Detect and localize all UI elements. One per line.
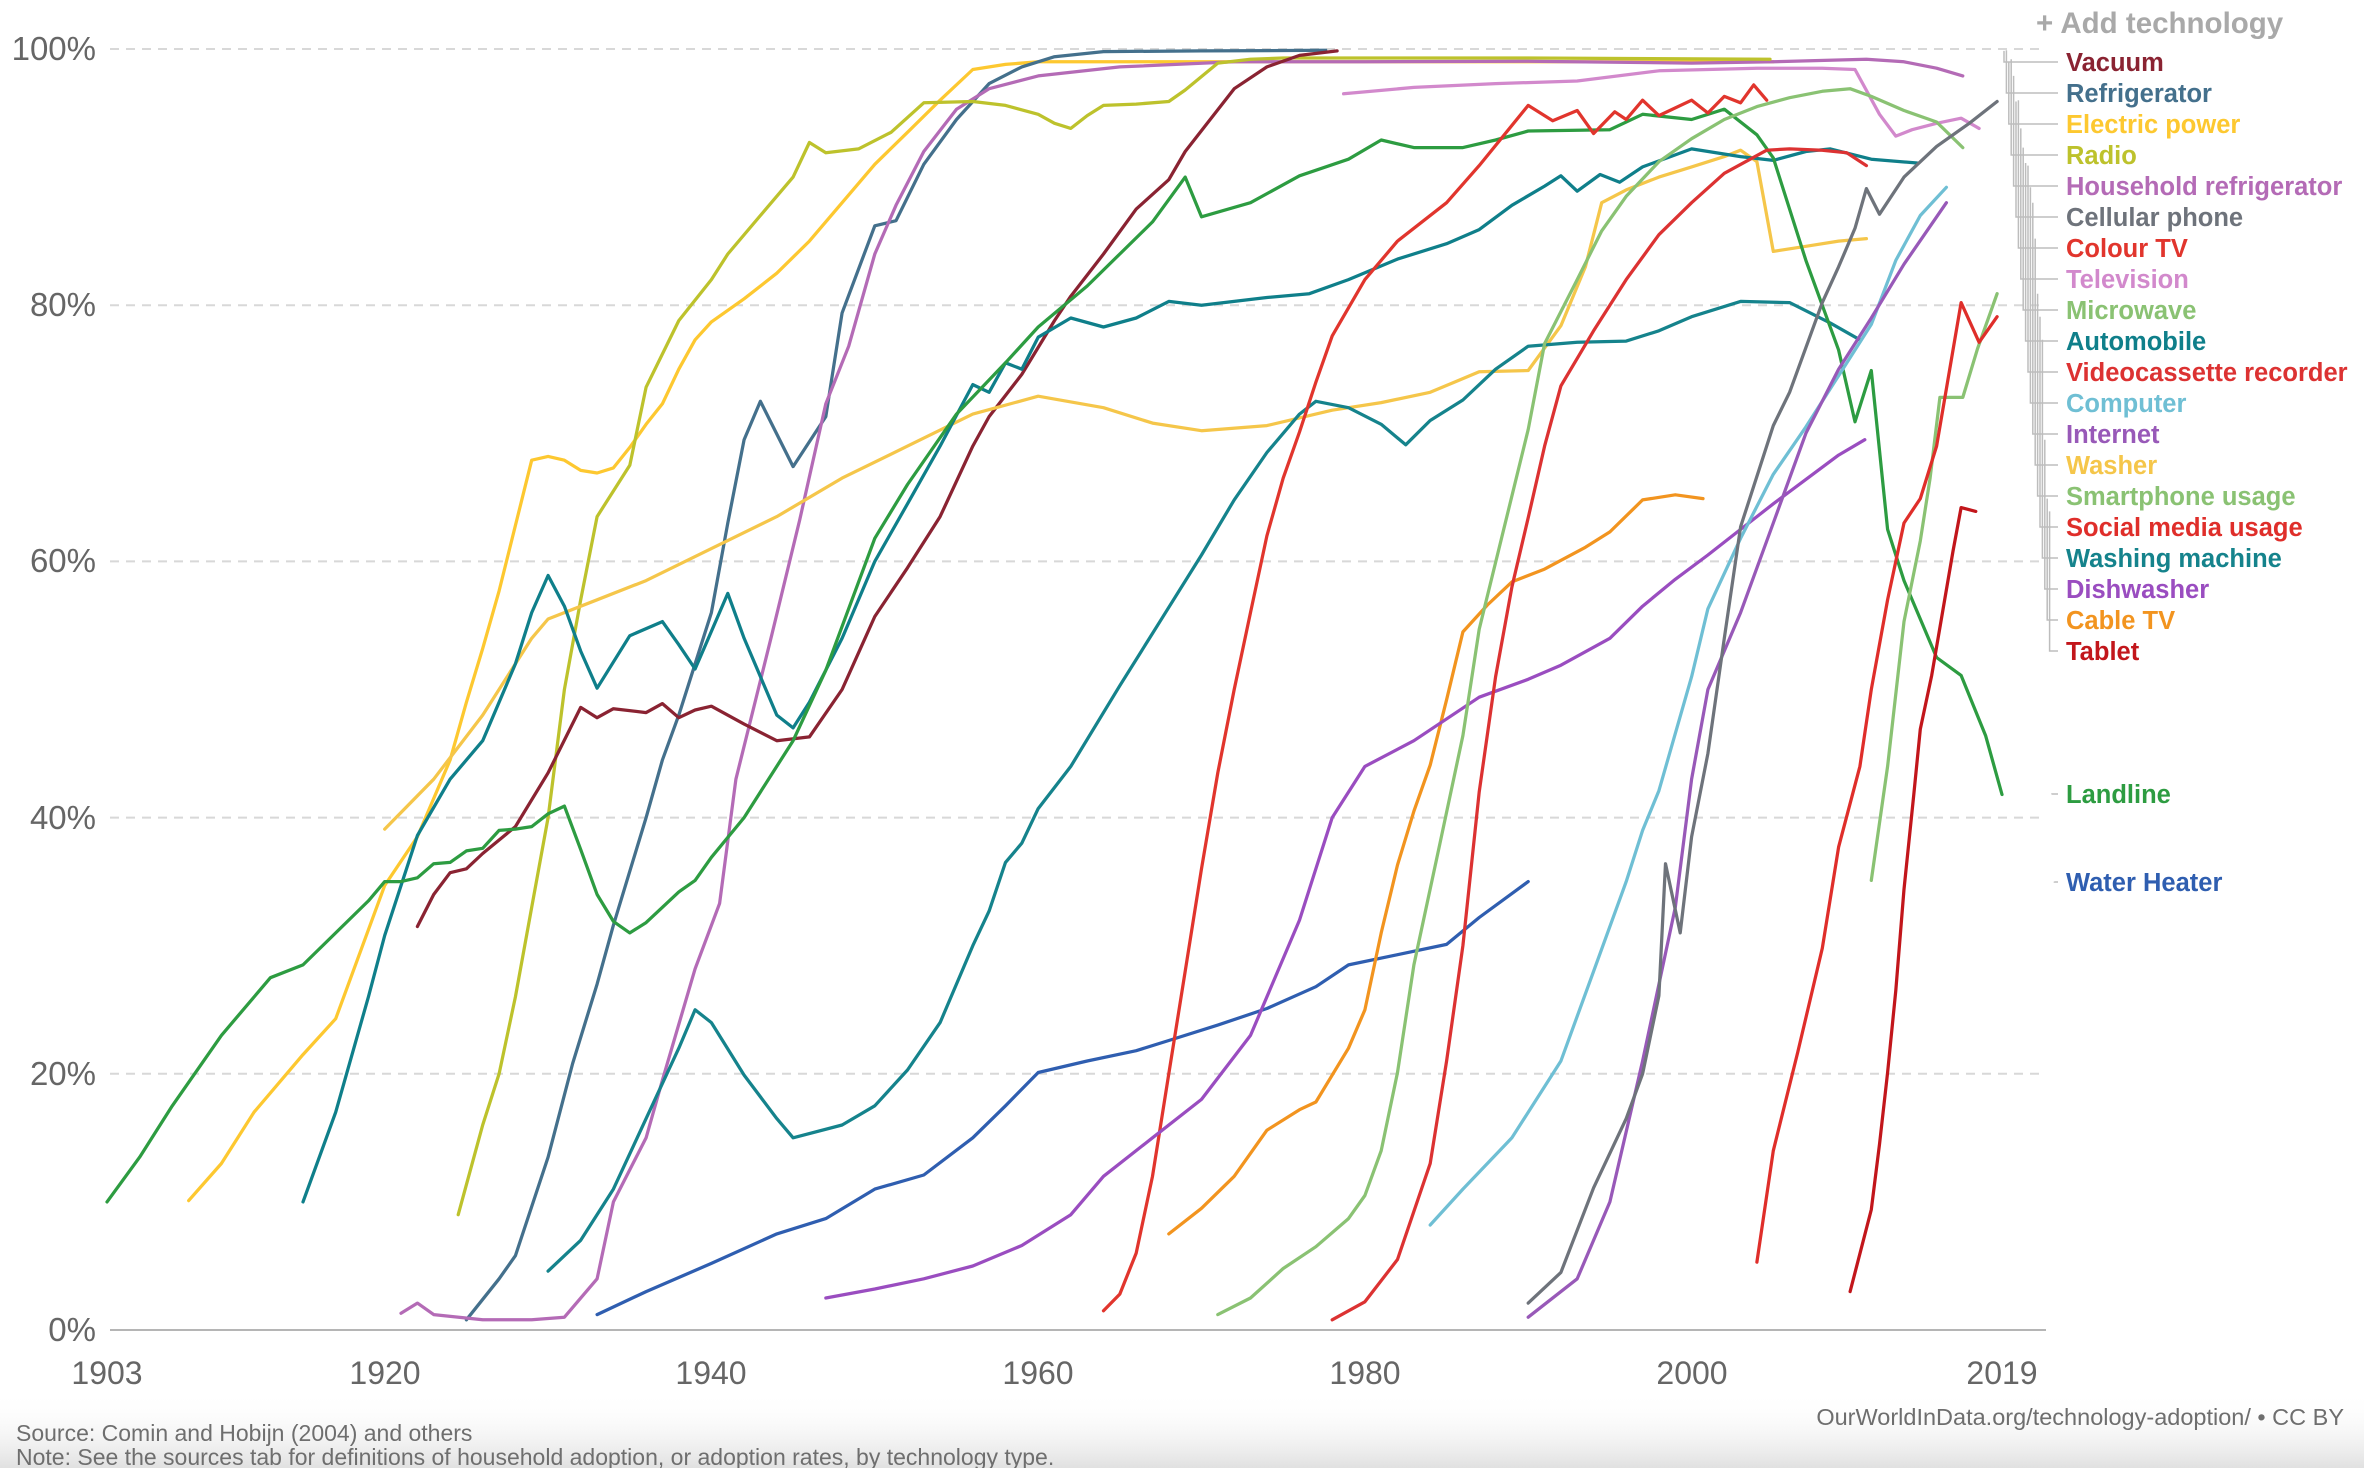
svg-text:1903: 1903 <box>71 1355 142 1391</box>
svg-text:Source: Comin and Hobijn (2004: Source: Comin and Hobijn (2004) and othe… <box>16 1420 472 1446</box>
svg-text:Radio: Radio <box>2066 142 2137 170</box>
svg-text:Electric power: Electric power <box>2066 111 2240 139</box>
svg-text:1960: 1960 <box>1002 1355 1073 1391</box>
svg-text:+ Add technology: + Add technology <box>2036 7 2284 40</box>
svg-text:2019: 2019 <box>1966 1355 2037 1391</box>
svg-text:Television: Television <box>2066 266 2189 294</box>
svg-text:Internet: Internet <box>2066 421 2160 449</box>
svg-text:Social media usage: Social media usage <box>2066 514 2303 542</box>
svg-text:Colour TV: Colour TV <box>2066 235 2188 263</box>
svg-text:20%: 20% <box>30 1055 96 1092</box>
svg-text:100%: 100% <box>12 30 96 67</box>
svg-text:1920: 1920 <box>349 1355 420 1391</box>
svg-text:Tablet: Tablet <box>2066 638 2140 666</box>
svg-text:Cable TV: Cable TV <box>2066 607 2175 635</box>
svg-text:Videocassette recorder: Videocassette recorder <box>2066 359 2348 387</box>
svg-text:OurWorldInData.org/technology-: OurWorldInData.org/technology-adoption/ … <box>1816 1404 2344 1430</box>
svg-text:Vacuum: Vacuum <box>2066 49 2164 77</box>
svg-text:Washing machine: Washing machine <box>2066 545 2282 573</box>
svg-text:2000: 2000 <box>1656 1355 1727 1391</box>
svg-text:Landline: Landline <box>2066 781 2171 809</box>
svg-text:Microwave: Microwave <box>2066 297 2196 325</box>
svg-text:Note: See the sources tab for: Note: See the sources tab for definition… <box>16 1444 1054 1468</box>
svg-text:0%: 0% <box>48 1311 96 1348</box>
svg-text:Cellular phone: Cellular phone <box>2066 204 2243 232</box>
svg-text:Refrigerator: Refrigerator <box>2066 80 2212 108</box>
svg-text:Dishwasher: Dishwasher <box>2066 576 2209 604</box>
svg-text:Computer: Computer <box>2066 390 2186 418</box>
svg-text:1980: 1980 <box>1329 1355 1400 1391</box>
svg-text:80%: 80% <box>30 286 96 323</box>
svg-text:Water Heater: Water Heater <box>2066 869 2222 897</box>
svg-text:60%: 60% <box>30 542 96 579</box>
svg-text:40%: 40% <box>30 799 96 836</box>
svg-text:Smartphone usage: Smartphone usage <box>2066 483 2296 511</box>
svg-text:Washer: Washer <box>2066 452 2157 480</box>
svg-text:Automobile: Automobile <box>2066 328 2206 356</box>
svg-text:Household refrigerator: Household refrigerator <box>2066 173 2342 201</box>
svg-text:1940: 1940 <box>675 1355 746 1391</box>
